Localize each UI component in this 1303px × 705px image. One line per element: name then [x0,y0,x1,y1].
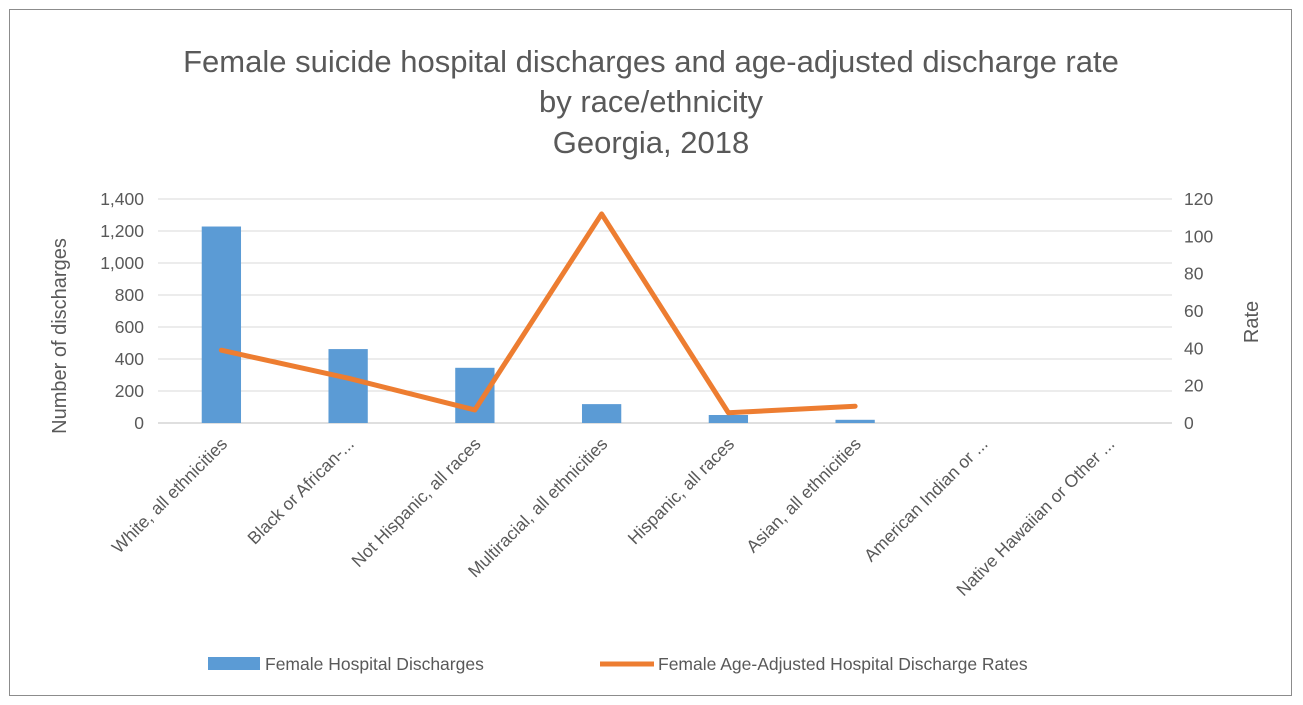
x-axis-tick-label: Not Hispanic, all races [347,434,484,571]
chart-title: Female suicide hospital discharges and a… [183,44,1119,160]
right-axis-ticks: 0 20 40 60 80 100 120 [1184,189,1213,433]
right-axis-tick-label: 60 [1184,301,1204,321]
left-axis-tick-label: 800 [115,285,144,305]
chart-title-line-3: Georgia, 2018 [553,125,749,160]
bar [835,419,875,423]
left-axis-tick-label: 200 [115,381,144,401]
chart-title-line-2: by race/ethnicity [539,84,763,119]
right-axis-tick-label: 120 [1184,189,1213,209]
x-axis-tick-label: Asian, all ethnicities [742,434,865,557]
left-axis-tick-label: 600 [115,317,144,337]
chart-frame: Female suicide hospital discharges and a… [9,9,1292,696]
left-axis-ticks: 0 200 400 600 800 1,000 1,200 1,400 [100,189,144,433]
right-axis-tick-label: 100 [1184,226,1213,246]
series-line [218,211,858,416]
x-axis-tick-label: Hispanic, all races [624,434,739,549]
legend-line-label: Female Age-Adjusted Hospital Discharge R… [658,654,1028,674]
bar [455,367,495,423]
x-axis-tick-label: American Indian or ... [860,434,992,566]
legend-bar-label: Female Hospital Discharges [265,654,484,674]
legend-bar-swatch [208,657,260,670]
bar [328,349,368,423]
right-axis-tick-label: 80 [1184,264,1204,284]
bar [201,226,242,423]
legend: Female Hospital Discharges Female Age-Ad… [208,654,1028,674]
chart-title-line-1: Female suicide hospital discharges and a… [183,44,1119,79]
line-series [218,211,858,416]
bar-series [201,226,875,423]
left-axis-tick-label: 1,000 [100,253,144,273]
right-axis-tick-label: 0 [1184,413,1194,433]
left-axis-tick-label: 0 [134,413,144,433]
bar [708,415,749,423]
right-axis-tick-label: 40 [1184,338,1204,358]
x-axis-tick-label: White, all ethnicities [108,434,232,558]
x-axis-ticks: White, all ethnicities Black or African-.… [108,434,1119,600]
right-axis-title: Rate [1241,301,1263,343]
chart-svg: Female suicide hospital discharges and a… [49,44,1263,674]
left-axis-tick-label: 400 [115,349,144,369]
left-axis-tick-label: 1,200 [100,221,144,241]
x-axis-tick-label: Black or African-... [243,434,358,549]
left-axis-title: Number of discharges [49,238,71,434]
x-axis-tick-label: Multiracial, all ethnicities [464,434,612,582]
bar [581,404,622,423]
gridlines [158,198,1172,424]
right-axis-tick-label: 20 [1184,376,1204,396]
left-axis-tick-label: 1,400 [100,189,144,209]
